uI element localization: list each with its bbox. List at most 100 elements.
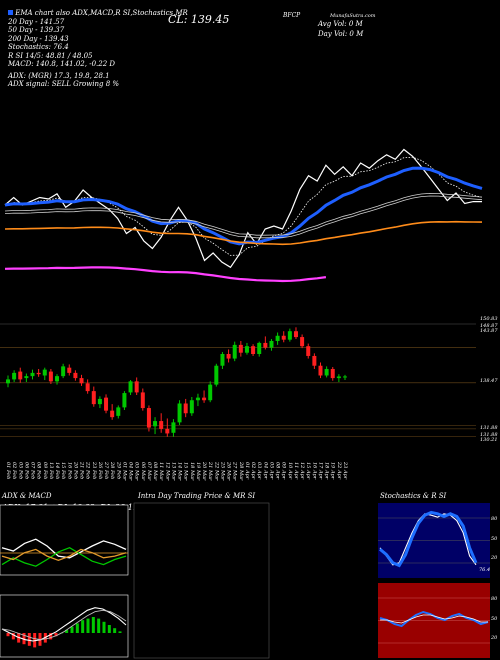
date-axis-label: 12 Apr — [299, 462, 306, 480]
candle-body — [336, 376, 341, 379]
candle-body — [189, 400, 194, 414]
price-axis-label: 150.83 — [480, 316, 498, 322]
candle-body — [257, 342, 262, 354]
macd-histogram-bar — [107, 625, 111, 633]
date-axis-label: 11 Mar — [158, 462, 165, 481]
candle-body — [287, 331, 292, 340]
rsi-tick-label: 50 — [491, 616, 498, 622]
macd-histogram-bar — [113, 628, 117, 633]
candle-body — [122, 393, 127, 408]
candle-body — [116, 407, 121, 416]
date-axis-label: 08 Apr — [274, 462, 281, 480]
candle-body — [61, 366, 66, 377]
candle-body — [12, 372, 17, 380]
date-axis-label: 02 Apr — [250, 462, 257, 480]
candle-body — [318, 365, 323, 376]
studies-label: EMA chart also ADX,MACD,R SI,Stochastics… — [15, 9, 188, 17]
date-axis-label: 06 Feb — [23, 462, 30, 480]
ema200-line — [4, 220, 483, 246]
date-axis-label: 01 Apr — [243, 462, 250, 480]
date-axis-label: 04 Apr — [262, 462, 269, 480]
date-axis-label: 03 Apr — [256, 462, 263, 480]
candle-body — [324, 368, 329, 376]
price-axis-label: 143.87 — [480, 328, 498, 334]
date-axis-label: 21 Mar — [207, 462, 214, 481]
candle-body — [153, 421, 158, 427]
price-axis-label: 138.47 — [480, 378, 498, 384]
stoch-d-line — [379, 510, 478, 568]
date-axis-label: 27 Feb — [103, 462, 110, 480]
candle-body — [343, 376, 347, 378]
candle-body — [214, 365, 219, 385]
date-axis-label: 27 Mar — [231, 462, 238, 481]
candle-body — [42, 369, 47, 376]
ema-legend: EMA chart also ADX,MACD,R SI,Stochastics… — [8, 9, 188, 89]
date-axis-label: 22 Mar — [213, 462, 220, 481]
stoch-legend: Stochastics: 76.4 — [8, 43, 69, 51]
macd-histogram-bar — [11, 633, 15, 640]
date-axis-label: 16 Feb — [66, 462, 73, 480]
candle-body — [293, 331, 298, 338]
stoch-value-label: 76.4 — [479, 567, 491, 573]
date-axis-label: 05 Mar — [133, 462, 140, 481]
macd-legend: MACD: 140.8, 141.02, -0.22 D — [8, 60, 115, 68]
date-axis-label: 19 Apr — [329, 462, 336, 480]
ticker-label: BFCP — [283, 12, 301, 19]
price-axis-label: 131.88 — [480, 432, 498, 438]
ema-chart — [4, 148, 483, 283]
intraday-panel — [133, 502, 270, 659]
candle-body — [79, 378, 84, 384]
date-axis-label: 18 Apr — [323, 462, 330, 480]
date-axis-label: 22 Feb — [84, 462, 91, 480]
candle-body — [226, 354, 231, 359]
date-axis-label: 12 Mar — [164, 462, 171, 481]
date-axis-label: 04 Mar — [127, 462, 134, 481]
macd-histogram-bar — [27, 633, 31, 646]
date-axis-label: 17 Apr — [317, 462, 324, 480]
date-axis-label: 15 Feb — [60, 462, 67, 480]
date-axis-label: 16 Apr — [311, 462, 318, 480]
ema20-legend-swatch — [8, 10, 13, 15]
date-axis-label: 07 Mar — [145, 462, 152, 481]
candle-body — [24, 376, 29, 379]
date-axis-label: 13 Mar — [170, 462, 177, 481]
macd-signal-line — [1, 609, 127, 641]
macd-histogram-bar — [75, 623, 79, 633]
adx-macd-title: ADX & MACD — [2, 492, 52, 500]
date-axis-label: 18 Mar — [188, 462, 195, 481]
candle-body — [171, 422, 176, 433]
candle-body — [238, 344, 243, 353]
date-axis-label: 26 Mar — [225, 462, 232, 481]
macd-histogram-bar — [6, 633, 10, 637]
candle-body — [134, 381, 139, 393]
date-axis-label: 29 Feb — [115, 462, 122, 480]
date-axis-label: 15 Apr — [305, 462, 312, 480]
macd-histogram-bar — [70, 626, 74, 633]
date-axis-label: 08 Mar — [152, 462, 159, 481]
date-axis-label: 05 Apr — [268, 462, 275, 480]
candle-body — [48, 371, 53, 382]
candle-body — [6, 379, 10, 384]
macd-histogram-bar — [97, 618, 101, 633]
watermark: MunafaSutra.com — [330, 13, 376, 19]
stoch-tick-label: 50 — [491, 536, 498, 542]
candle-body — [146, 408, 151, 428]
date-axis-label: 07 Feb — [29, 462, 36, 480]
adx-minus-di-line — [1, 546, 127, 567]
intraday-title: Intra Day Trading Price & MR SI — [138, 492, 256, 500]
ema20-legend: 20 Day - 141.57 — [8, 17, 65, 26]
adx-legend: ADX: (MGR) 17.3, 19.8, 28.1 — [8, 71, 110, 80]
stoch-rsi-title: Stochastics & R SI — [380, 492, 447, 500]
candle-body — [85, 383, 90, 392]
price-line — [4, 148, 482, 269]
date-axis-label: 22 Apr — [335, 462, 342, 480]
date-axis-label: 05 Feb — [17, 462, 24, 480]
price-axis-label: 148.87 — [480, 323, 498, 329]
date-axis-label: 01 Feb — [5, 462, 11, 480]
date-axis-label: 15 Mar — [182, 462, 189, 481]
candle-body — [177, 403, 182, 423]
date-axis-label: 02 Feb — [11, 462, 18, 480]
candle-body — [263, 342, 268, 348]
ema200-legend: 200 Day - 139.43 — [8, 34, 69, 43]
stoch-tick-label: 80 — [491, 516, 498, 522]
